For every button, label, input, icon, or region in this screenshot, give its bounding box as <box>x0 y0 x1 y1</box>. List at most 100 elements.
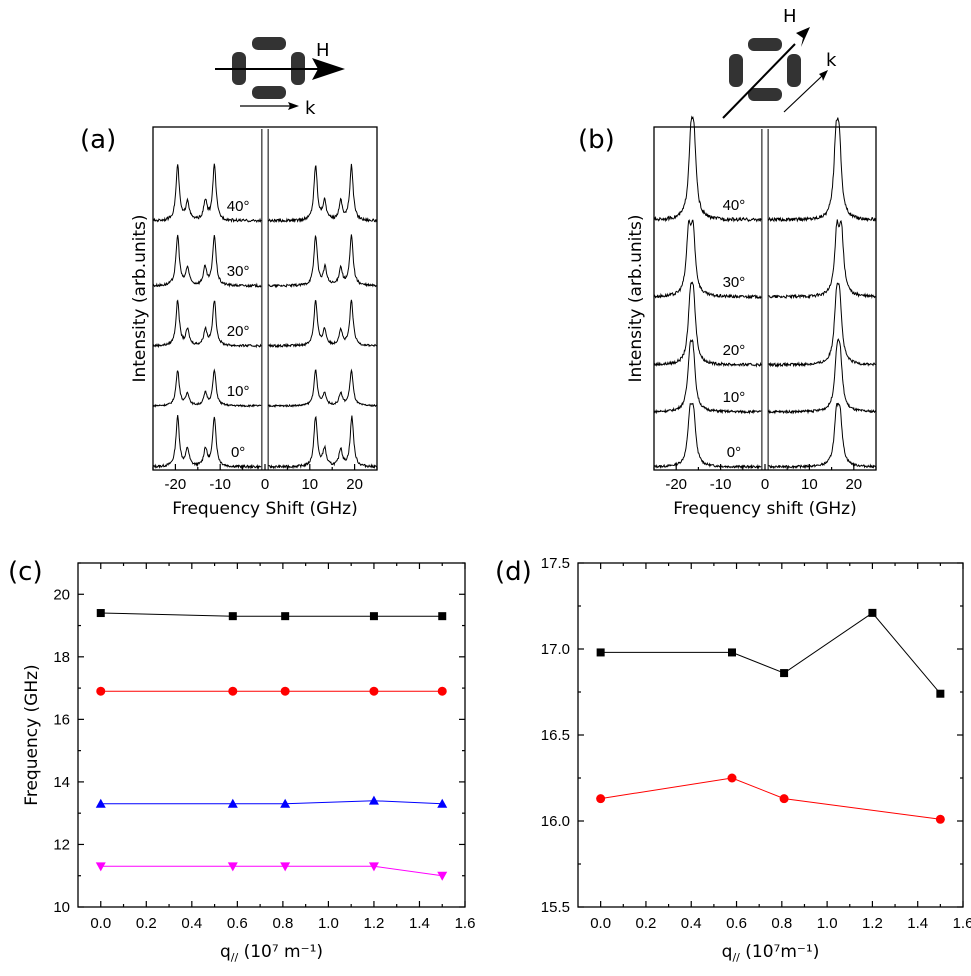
panel-label-a: (a) <box>80 125 116 155</box>
field-arrow-line <box>722 43 796 119</box>
angle-label: 10° <box>227 383 250 400</box>
data-point-square <box>438 612 447 621</box>
y-axis-title: Intensity (arb.units) <box>130 214 150 382</box>
series-0 <box>96 609 447 621</box>
data-point-circle <box>228 686 238 696</box>
y-tick-label: 14 <box>53 774 70 791</box>
x-tick-label: 1.0 <box>817 915 838 932</box>
k-arrow-head <box>819 70 828 81</box>
data-point-triangle-down <box>95 862 106 872</box>
data-point-triangle-up <box>95 798 106 808</box>
x-tick-label: 0 <box>261 476 269 493</box>
spectrum-0deg <box>152 415 378 470</box>
data-point-circle <box>935 814 945 824</box>
angle-label: 20° <box>723 342 746 359</box>
data-point-circle <box>779 794 789 804</box>
spectrum-10deg <box>653 338 877 415</box>
data-point-square <box>96 609 105 618</box>
data-point-square <box>369 612 378 621</box>
y-tick-label: 17.5 <box>541 555 570 572</box>
x-tick-label: 1.6 <box>455 915 476 932</box>
x-tick-label: 0.8 <box>272 915 293 932</box>
series-line <box>600 612 941 695</box>
k-arrow-head <box>288 102 299 110</box>
x-tick-label: 20 <box>346 476 363 493</box>
x-axis-title: q// (10⁷m⁻¹) <box>722 942 820 964</box>
angle-label: 30° <box>723 274 746 291</box>
series-3 <box>95 862 448 881</box>
plot-frame <box>653 126 877 471</box>
data-point-circle <box>596 794 606 804</box>
plot-frame <box>152 126 378 471</box>
nanomagnet-top <box>252 37 286 50</box>
field-arrow-head <box>796 27 810 47</box>
y-tick-label: 18 <box>53 649 70 666</box>
nanomagnet-bottom <box>748 88 782 101</box>
panel-label-c: (c) <box>8 557 43 587</box>
data-point-square <box>228 612 237 621</box>
x-tick-label: 0.6 <box>726 915 747 932</box>
data-point-square <box>868 608 877 617</box>
x-tick-label: 0.4 <box>181 915 202 932</box>
k-label-b: k <box>826 50 837 71</box>
field-arrow-head <box>312 58 345 80</box>
k-arrow-line <box>783 75 823 113</box>
x-axis-title: q// (10⁷ m⁻¹) <box>220 942 323 964</box>
data-point-triangle-down <box>280 862 291 872</box>
data-point-circle <box>369 686 379 696</box>
y-tick-label: 12 <box>53 836 70 853</box>
spectrum-30deg <box>653 219 876 300</box>
data-point-triangle-down <box>227 862 238 872</box>
y-tick-label: 16 <box>53 711 70 728</box>
spectrum-0deg <box>653 402 877 470</box>
angle-label: 20° <box>227 323 250 340</box>
x-tick-label: -10 <box>710 476 732 493</box>
nanomagnet-top <box>748 38 782 51</box>
x-tick-label: -20 <box>165 476 187 493</box>
x-tick-label: 0.8 <box>771 915 792 932</box>
data-point-triangle-down <box>368 862 379 872</box>
spectrum-20deg <box>653 281 876 368</box>
x-axis-title: Frequency shift (GHz) <box>673 499 856 519</box>
data-point-triangle-up <box>368 795 379 805</box>
x-axis-ticks <box>653 464 877 470</box>
schematic-a: H k <box>215 37 345 119</box>
angle-label: 30° <box>227 263 250 280</box>
y-tick-label: 16.5 <box>541 727 570 744</box>
x-tick-label: 20 <box>845 476 862 493</box>
chart-d: 0.0 0.2 0.4 0.6 0.8 1.0 1.2 1.4 1.6 15.5 16.0 16.5 1… <box>541 555 971 964</box>
y-axis-title: Frequency (GHz) <box>22 664 42 805</box>
nanomagnet-right <box>787 54 801 87</box>
y-tick-label: 15.5 <box>541 899 570 916</box>
data-point-circle <box>96 686 106 696</box>
data-point-square <box>596 648 605 657</box>
field-label-a: H <box>316 40 330 61</box>
plot-frame <box>77 562 466 908</box>
data-point-square <box>780 669 789 678</box>
x-tick-label: 0.2 <box>136 915 157 932</box>
angle-label: 10° <box>723 389 746 406</box>
chart-b: -20 -10 0 10 20 Frequency shift (GHz) Intensit… <box>626 115 877 519</box>
series-2 <box>95 795 448 808</box>
x-tick-label: 1.0 <box>318 915 339 932</box>
data-point-circle <box>280 686 290 696</box>
data-point-triangle-up <box>280 798 291 808</box>
y-tick-label: 20 <box>53 586 70 603</box>
series-line <box>600 777 941 820</box>
data-point-circle <box>437 686 447 696</box>
spectrum-40deg <box>653 115 877 223</box>
nanomagnet-left <box>729 54 743 87</box>
data-point-circle <box>727 773 737 783</box>
y-axis-title: Intensity (arb.units) <box>626 214 646 382</box>
panel-label-b: (b) <box>578 125 615 155</box>
schematic-b: H k <box>722 6 837 119</box>
data-point-triangle-up <box>227 798 238 808</box>
data-point-square <box>281 612 290 621</box>
x-tick-label: -20 <box>665 476 687 493</box>
plot-frame <box>577 562 964 908</box>
y-tick-label: 17.0 <box>541 641 570 658</box>
series-1 <box>596 773 945 824</box>
x-tick-label: 0.4 <box>681 915 702 932</box>
x-tick-label: 0.0 <box>590 915 611 932</box>
